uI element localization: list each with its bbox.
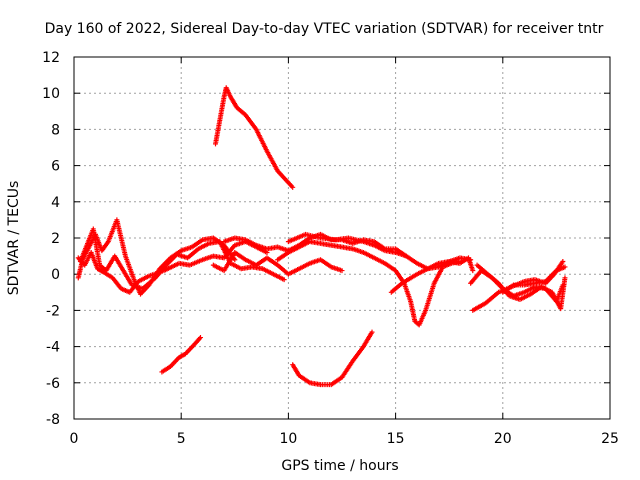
x-axis-label: GPS time / hours [281, 458, 398, 474]
series-arc-c [75, 239, 270, 295]
data-point [290, 184, 296, 190]
x-tick-label: 25 [601, 431, 619, 447]
data-point [369, 329, 375, 335]
y-axis-label: SDTVAR / TECUs [6, 181, 22, 296]
y-tick-label: -2 [46, 303, 60, 319]
x-tick-label: 10 [279, 431, 297, 447]
data-point [281, 277, 287, 283]
data-point [562, 264, 568, 270]
series-arc-high [213, 85, 296, 190]
data-point [339, 268, 345, 274]
data-point [562, 275, 568, 281]
y-tick-label: 2 [51, 231, 60, 247]
series-arc-j [474, 262, 568, 312]
x-tick-label: 20 [494, 431, 512, 447]
y-tick-label: 4 [51, 195, 60, 211]
x-tick-label: 0 [70, 431, 79, 447]
y-tick-label: 6 [51, 159, 60, 175]
series-arc-f [275, 239, 463, 328]
chart-title: Day 160 of 2022, Sidereal Day-to-day VTE… [45, 21, 604, 37]
y-tick-label: -6 [46, 376, 60, 392]
y-tick-label: -4 [46, 340, 60, 356]
grid [74, 57, 610, 419]
data-point [468, 257, 474, 263]
y-tick-label: 10 [42, 86, 60, 102]
series-arc-l [500, 264, 568, 295]
series-arc-h [388, 255, 474, 295]
series-arc-lowmid [290, 329, 375, 388]
data-point [560, 259, 566, 265]
x-tick-label: 5 [177, 431, 186, 447]
series-arc-d [210, 249, 345, 277]
x-tick-label: 15 [387, 431, 405, 447]
data-point [470, 268, 476, 274]
y-tick-label: 8 [51, 122, 60, 138]
y-tick-label: -8 [46, 412, 60, 428]
series-arc-k [470, 259, 566, 313]
plot-frame [73, 56, 611, 420]
ticks: 0 5 10 15 20 25 -8 -6 -4 -2 0 2 4 6 8 10 12 [42, 50, 619, 447]
data-point [232, 257, 238, 263]
data-point [197, 335, 203, 341]
data-marks [75, 85, 568, 388]
series-arc-g [285, 231, 476, 274]
series-arc-lowleft [159, 335, 203, 375]
series-arc-b [77, 226, 287, 292]
y-tick-label: 0 [51, 267, 60, 283]
y-tick-label: 12 [42, 50, 60, 66]
